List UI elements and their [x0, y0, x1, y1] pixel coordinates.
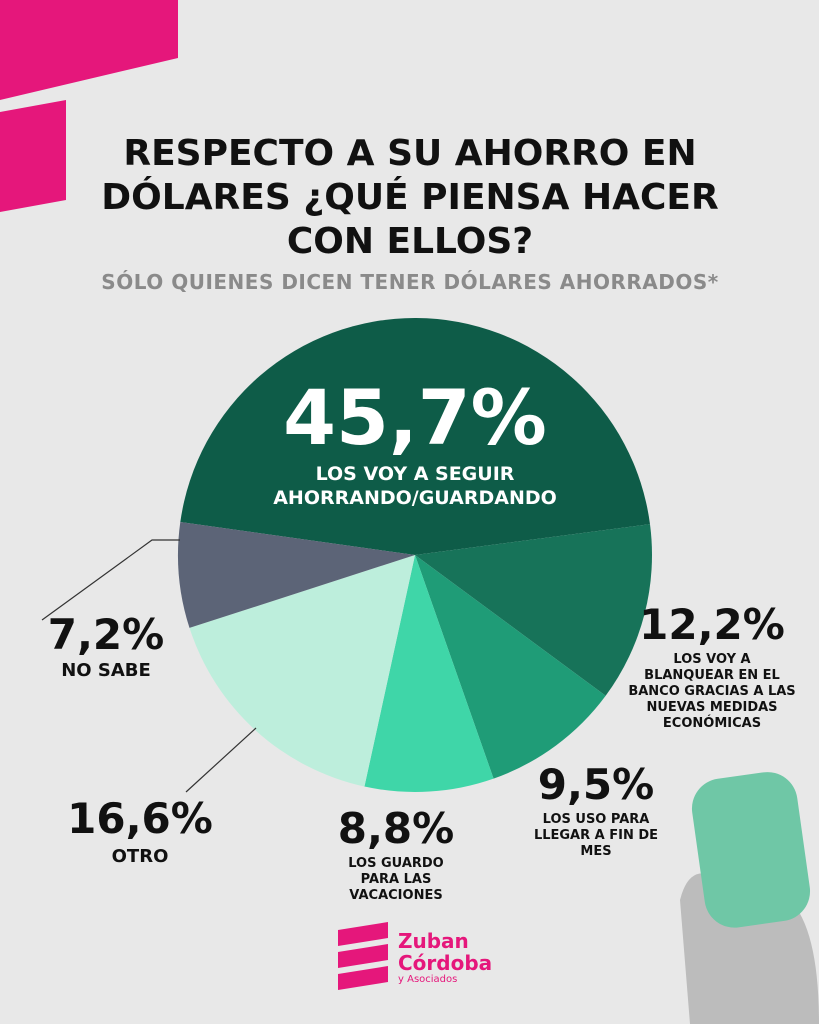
- value-label: 45,7%: [283, 373, 547, 462]
- category-label: LOS GUARDO PARA LAS VACACIONES: [348, 856, 444, 903]
- brand-logo: Zuban Córdoba y Asociados: [398, 930, 492, 986]
- decor-shape: [0, 0, 178, 100]
- subtitle: SÓLO QUIENES DICEN TENER DÓLARES AHORRAD…: [101, 270, 719, 294]
- brand-text: Córdoba: [398, 951, 493, 975]
- value-label: 16,6%: [67, 794, 213, 843]
- category-label: OTRO: [111, 846, 169, 867]
- value-label: 12,2%: [639, 600, 785, 649]
- brand-text: y Asociados: [398, 974, 458, 985]
- category-label: NO SABE: [61, 660, 151, 681]
- title: RESPECTO A SU AHORRO EN DÓLARES ¿QUÉ PIE…: [101, 133, 719, 262]
- brand-text: Zuban: [398, 929, 469, 953]
- category-label: LOS USO PARA LLEGAR A FIN DE MES: [533, 812, 659, 859]
- pie-slice: [189, 555, 415, 787]
- category-label: LOS VOY A BLANQUEAR EN EL BANCO GRACIAS …: [628, 652, 796, 731]
- logo-stripe: [338, 966, 388, 990]
- value-label: 9,5%: [537, 760, 655, 809]
- logo-stripe: [338, 922, 388, 946]
- pie-slice: [415, 555, 606, 779]
- category-label: LOS VOY A SEGUIR AHORRANDO/GUARDANDO: [273, 463, 557, 509]
- value-label: 7,2%: [47, 610, 165, 659]
- pie-slice: [180, 318, 650, 555]
- decor-shape: [0, 100, 66, 212]
- logo-stripe: [338, 944, 388, 968]
- value-label: 8,8%: [337, 804, 455, 853]
- money-roll-image: [691, 772, 811, 928]
- leader-line: [41, 539, 180, 621]
- leader-line: [185, 727, 257, 793]
- pie-slice: [364, 555, 494, 792]
- pie-slice: [415, 524, 652, 696]
- pie-slice: [178, 522, 415, 628]
